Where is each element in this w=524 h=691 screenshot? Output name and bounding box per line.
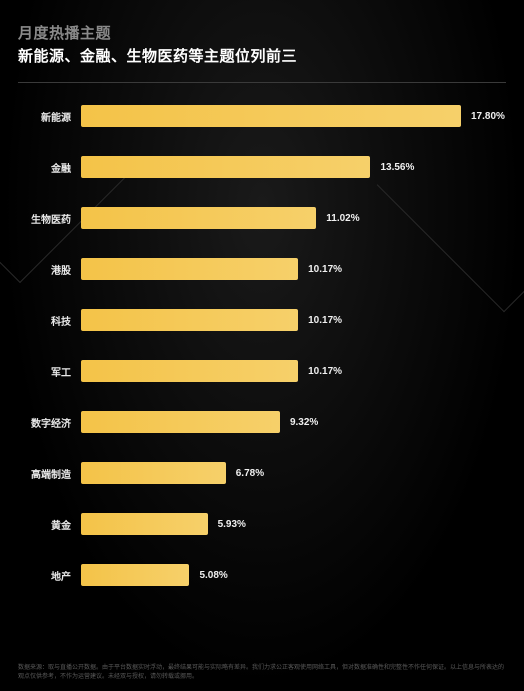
value-label: 5.08% <box>199 570 227 581</box>
value-label: 10.17% <box>308 264 342 275</box>
bar-row: 黄金 5.93% <box>26 513 506 535</box>
bar-row: 地产 5.08% <box>26 564 506 586</box>
bar-area: 13.56% <box>81 156 506 178</box>
bar-chart: 新能源 17.80% 金融 13.56% 生物医药 11.02% 港股 10.17% 科技 10.… <box>18 105 506 586</box>
bar-row: 新能源 17.80% <box>26 105 506 127</box>
bar-area: 10.17% <box>81 258 506 280</box>
category-label: 军工 <box>26 364 81 379</box>
category-label: 科技 <box>26 313 81 328</box>
bar-area: 6.78% <box>81 462 506 484</box>
category-label: 数字经济 <box>26 415 81 430</box>
value-label: 10.17% <box>308 315 342 326</box>
bar-row: 生物医药 11.02% <box>26 207 506 229</box>
container: 月度热播主题 新能源、金融、生物医药等主题位列前三 新能源 17.80% 金融 13.… <box>0 0 524 625</box>
title-bright: 新能源、金融、生物医药等主题位列前三 <box>18 45 506 66</box>
category-label: 地产 <box>26 568 81 583</box>
category-label: 金融 <box>26 160 81 175</box>
bar <box>81 360 298 382</box>
bar <box>81 564 189 586</box>
footnote: 数据来源：取与直播公开数据。由于平台数据实时浮动，最终结果可能与实际略有差异。我… <box>18 664 506 683</box>
bar <box>81 207 316 229</box>
value-label: 17.80% <box>471 111 505 122</box>
bar-row: 数字经济 9.32% <box>26 411 506 433</box>
bar-row: 高端制造 6.78% <box>26 462 506 484</box>
bar <box>81 462 226 484</box>
bar-area: 17.80% <box>81 105 506 127</box>
bar <box>81 105 461 127</box>
value-label: 13.56% <box>380 162 414 173</box>
value-label: 11.02% <box>326 213 359 224</box>
bar-area: 10.17% <box>81 360 506 382</box>
value-label: 10.17% <box>308 366 342 377</box>
bar-row: 科技 10.17% <box>26 309 506 331</box>
value-label: 6.78% <box>236 468 264 479</box>
bar-row: 金融 13.56% <box>26 156 506 178</box>
bar-row: 港股 10.17% <box>26 258 506 280</box>
category-label: 高端制造 <box>26 466 81 481</box>
category-label: 黄金 <box>26 517 81 532</box>
bar-row: 军工 10.17% <box>26 360 506 382</box>
bar-area: 5.93% <box>81 513 506 535</box>
value-label: 9.32% <box>290 417 318 428</box>
bar-area: 5.08% <box>81 564 506 586</box>
value-label: 5.93% <box>218 519 246 530</box>
title-dim: 月度热播主题 <box>18 22 506 43</box>
bar-area: 11.02% <box>81 207 506 229</box>
divider <box>18 82 506 83</box>
category-label: 新能源 <box>26 109 81 124</box>
category-label: 港股 <box>26 262 81 277</box>
bar <box>81 411 280 433</box>
bar <box>81 513 208 535</box>
bar-area: 10.17% <box>81 309 506 331</box>
category-label: 生物医药 <box>26 211 81 226</box>
bar-area: 9.32% <box>81 411 506 433</box>
bar <box>81 258 298 280</box>
bar <box>81 309 298 331</box>
bar <box>81 156 370 178</box>
